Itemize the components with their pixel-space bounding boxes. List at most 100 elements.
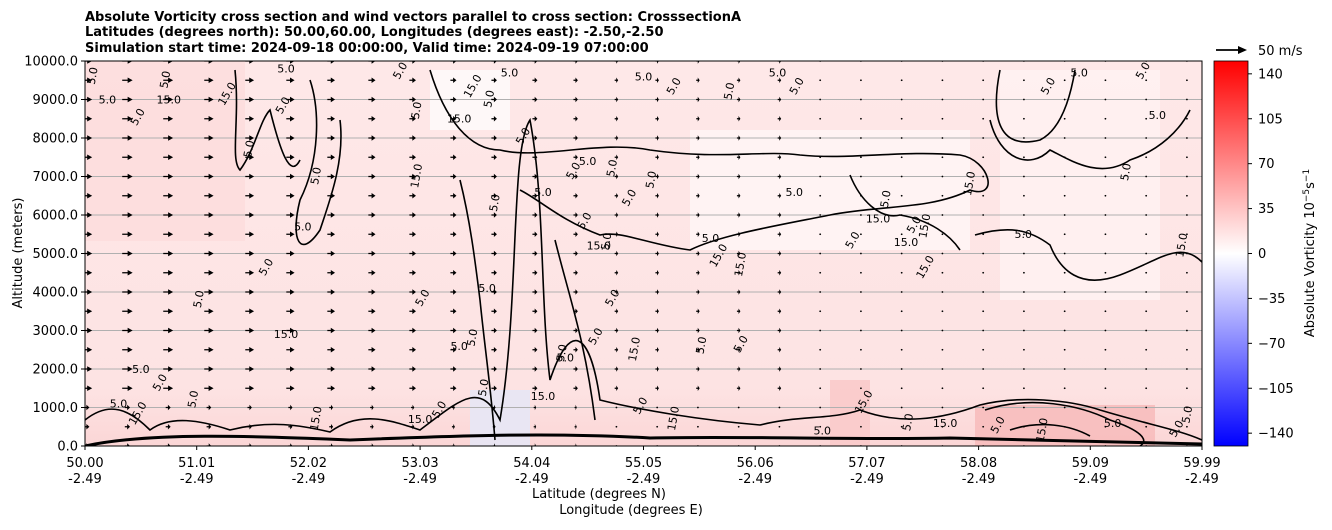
wind-vector-dot: [737, 406, 740, 409]
wind-vector-arrow: [327, 289, 336, 295]
wind-vector-arrow: [85, 192, 93, 199]
wind-vector-arrow: [163, 327, 174, 334]
colorbar-tick-label: −105: [1258, 382, 1294, 397]
wind-vector-dot: [941, 329, 944, 332]
wind-vector-arrow: [327, 346, 336, 353]
wind-vector-arrow: [614, 192, 619, 199]
wind-vector-arrow: [655, 77, 659, 84]
contour-line: [1009, 423, 1091, 437]
wind-vector-arrow: [204, 96, 214, 103]
wind-vector-dot: [982, 387, 985, 390]
wind-vector-arrow: [368, 346, 376, 353]
wind-vector-arrow: [204, 385, 214, 392]
wind-vector-arrow: [736, 115, 741, 122]
wind-vector-arrow: [85, 135, 93, 141]
wind-vector-arrow: [368, 250, 376, 257]
x-tick-label-lat: 54.04: [513, 456, 550, 471]
wind-vector-dot: [982, 79, 985, 82]
wind-vector-arrow: [327, 269, 336, 276]
wind-vector-dot: [697, 406, 699, 409]
wind-vector-dot: [1145, 310, 1148, 313]
wind-vector-arrow: [122, 327, 133, 334]
wind-vector-dot: [1186, 194, 1188, 197]
wind-vector-arrow: [245, 61, 255, 64]
wind-vector-arrow: [777, 154, 782, 161]
wind-vector-arrow: [532, 61, 538, 64]
wind-vector-arrow: [206, 404, 212, 411]
wind-vector-dot: [860, 98, 862, 101]
wind-vector-dot: [860, 368, 862, 370]
wind-vector-dot: [1104, 271, 1107, 274]
wind-vector-arrow: [450, 96, 457, 103]
wind-vector-arrow: [409, 289, 416, 295]
wind-vector-arrow: [204, 61, 214, 64]
wind-vector-arrow: [614, 269, 619, 276]
wind-vector-arrow: [450, 231, 457, 238]
wind-vector-arrow: [491, 77, 497, 84]
wind-vector-dot: [900, 348, 903, 351]
contour-label: 5.0: [554, 343, 570, 362]
wind-vector-arrow: [696, 135, 700, 141]
wind-vector-arrow: [85, 269, 93, 276]
wind-vector-dot: [1145, 117, 1148, 120]
wind-vector-arrow: [122, 308, 133, 315]
wind-vector-dot: [1104, 137, 1107, 139]
x-tick-label-lat: 59.09: [1072, 456, 1109, 471]
wind-vector-dot: [900, 98, 903, 101]
wind-vector-arrow: [491, 346, 497, 353]
wind-vector-arrow: [286, 61, 295, 64]
wind-vector-arrow: [245, 115, 255, 122]
contour-label: 5.0: [476, 378, 492, 397]
wind-vector-arrow: [573, 346, 578, 353]
wind-vector-arrow: [124, 404, 131, 411]
wind-vector-arrow: [85, 327, 93, 334]
wind-vector-arrow: [163, 154, 174, 161]
wind-vector-arrow: [614, 308, 619, 315]
field-patches: [85, 61, 1160, 446]
wind-vector-dot: [1023, 233, 1025, 236]
colorbar-tick-label: 105: [1258, 112, 1283, 127]
wind-vector-dot: [778, 406, 781, 409]
wind-vector-dot: [982, 291, 985, 293]
contour-label: 15.0: [157, 93, 182, 106]
y-tick-label: 3000.0: [33, 324, 79, 339]
wind-vector-arrow: [655, 154, 659, 161]
wind-vector-dot: [982, 98, 985, 101]
wind-vector-arrow: [204, 327, 214, 334]
wind-vector-arrow: [451, 443, 455, 446]
wind-vector-arrow: [532, 385, 538, 392]
wind-vector-arrow: [655, 366, 659, 372]
wind-vector-arrow: [736, 327, 741, 334]
wind-vector-dot: [941, 137, 944, 139]
wind-vector-dot: [941, 406, 944, 409]
x-tick-label-lon: -2.49: [627, 472, 661, 487]
x-axis-label-lat: Latitude (degrees N): [532, 487, 666, 502]
wind-vector-dot: [1145, 98, 1148, 101]
wind-vector-arrow: [85, 61, 93, 64]
wind-vector-arrow: [777, 192, 782, 199]
wind-vector-arrow: [163, 289, 174, 295]
wind-vector-arrow: [85, 385, 93, 392]
wind-vector-dot: [1145, 252, 1148, 255]
contour-label: 5.0: [294, 220, 312, 233]
wind-vector-dot: [860, 194, 862, 197]
wind-vector-arrow: [245, 327, 255, 334]
wind-vector-arrow: [777, 269, 782, 276]
wind-vector-arrow: [411, 404, 415, 411]
wind-vector-arrow: [532, 154, 538, 161]
wind-vector-arrow: [777, 346, 782, 353]
wind-vector-dot: [860, 348, 862, 351]
x-tick-label-lat: 57.07: [848, 456, 885, 471]
contour-line: [85, 433, 1202, 446]
colorbar-label-exponent: −5: [1302, 189, 1312, 202]
wind-vector-arrow: [409, 115, 416, 122]
wind-vector-arrow: [409, 269, 416, 276]
wind-vector-dot: [982, 406, 985, 409]
wind-vector-dot: [1023, 252, 1025, 255]
wind-vector-arrow: [85, 154, 93, 161]
wind-vector-arrow: [491, 327, 497, 334]
wind-vector-dot: [860, 156, 862, 159]
wind-vector-arrow: [573, 269, 578, 276]
wind-vector-arrow: [450, 154, 457, 161]
wind-vector-dot: [1063, 175, 1066, 178]
